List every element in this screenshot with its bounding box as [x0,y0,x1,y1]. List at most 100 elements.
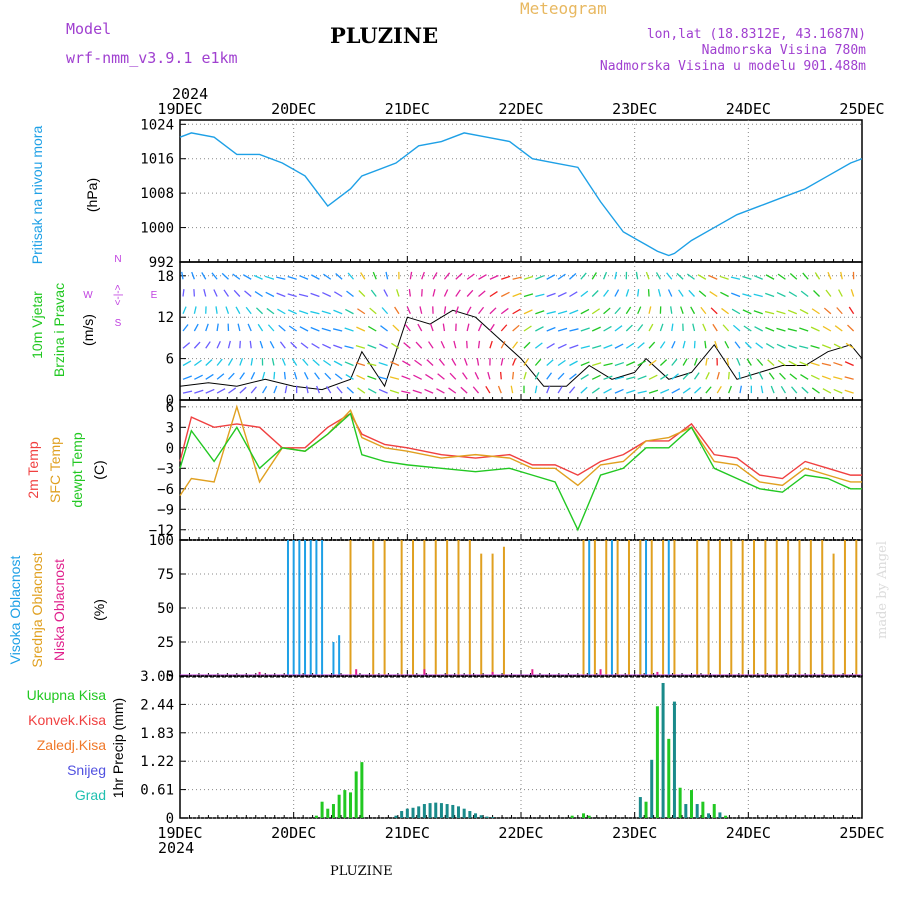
wind-arrow [738,371,741,380]
wind-arrow [412,389,422,394]
wind-arrow [614,388,624,394]
wind-arrow [389,389,400,394]
wind-arrow [213,289,218,297]
wind-arrow [424,388,434,394]
wind-arrow [626,389,636,394]
precip-bar [326,808,330,818]
wind-arrow [461,372,468,380]
pressure-ylabel: (hPa) [84,178,100,212]
wind-arrow [485,385,491,394]
x-tick-label-top: 20DEC [271,100,316,118]
wind-arrow [708,274,718,280]
precip-bar [462,808,466,818]
wind-arrow [406,306,411,315]
wind-dir-e: E [151,290,158,301]
wind-arrow [779,372,786,380]
precip-bar [354,771,358,818]
wind-arrow [501,275,511,280]
wind-arrow [523,275,534,280]
wind-dir-s: S [115,318,122,329]
wind-arrow [477,340,481,349]
wind-dir-symbol: <-|-> [113,284,124,305]
wind-arrow [702,323,707,332]
wind-arrow [383,289,389,297]
wind-arrow [269,341,275,349]
wind-arrow [448,387,457,394]
wind-arrow [666,272,673,280]
y-tick-label: −3 [157,461,174,477]
station-title: PLUZINE [330,23,438,48]
year-bottom: 2024 [158,839,194,857]
wind-arrow [451,358,457,366]
wind-arrow [357,308,366,315]
wind-arrow [546,310,556,315]
y-tick-label: 6 [166,352,174,368]
wind-arrow [334,291,343,298]
wind-arrow [255,307,264,315]
wind-arrow [278,324,286,332]
y-tick-label: 1.83 [140,726,174,742]
precip-bar [638,797,642,818]
product-title: Meteogram [520,0,607,18]
wind-arrow [370,289,377,297]
wind-arrow [380,325,388,332]
wind-arrow [546,359,554,366]
wind-arrow [396,289,400,297]
precip-bar [661,682,665,818]
wind-arrow [368,325,377,332]
wind-arrow [378,361,388,367]
precip-bar [400,811,404,818]
wind-arrow [466,289,474,297]
wind-arrow [776,291,786,298]
wind-arrow [834,325,843,332]
x-tick-label-bottom: 25DEC [839,824,884,842]
wind-arrow [311,342,320,349]
wind-arrow [392,324,400,332]
wind-dir-n: N [114,254,121,265]
wind-arrow [810,326,820,332]
wind-arrow [489,307,497,315]
precip-bar [718,812,722,818]
wind-arrow [635,271,639,280]
wind-arrow [227,372,235,380]
wind-arrow [682,387,691,394]
wind-arrow [512,308,521,315]
y-tick-label: 12 [157,310,174,326]
wind-arrow [281,358,286,366]
wind-arrow [299,326,309,332]
wind-arrow [789,373,798,380]
wind-arrow [205,359,213,366]
wind-arrow [345,373,354,380]
wind-arrow [557,291,567,298]
wind-arrow [253,274,263,280]
wind-arrow [811,308,820,315]
wind-arrow [788,360,798,367]
wind-arrow [765,274,775,280]
wind-arrow [322,343,332,349]
wind-arrow [767,359,775,366]
precip-bar [587,815,591,818]
wind-arrow [614,325,623,332]
wind-arrow [765,292,775,298]
wind-arrow [298,310,309,315]
precip-bar [474,813,478,818]
wind-arrow [591,308,601,315]
wind-arrow [535,293,545,298]
wind-arrow [736,358,741,366]
wind-arrow [744,341,752,349]
wind-arrow [768,372,775,380]
wind-arrow [765,342,775,349]
y-tick-label: 3 [166,420,174,436]
wind-arrow [850,289,855,297]
precip-bar [314,815,318,818]
wind-arrow [764,310,775,315]
temp2m-label: 2m Temp [25,441,41,499]
wind-arrow [300,342,309,349]
wind-arrow [500,307,509,315]
wind-arrow [391,342,400,349]
wind-arrow [436,388,445,394]
wind-arrow [211,272,218,280]
wind-arrow [580,361,590,367]
wind-arrow [569,309,579,315]
wind-arrow [333,360,343,367]
